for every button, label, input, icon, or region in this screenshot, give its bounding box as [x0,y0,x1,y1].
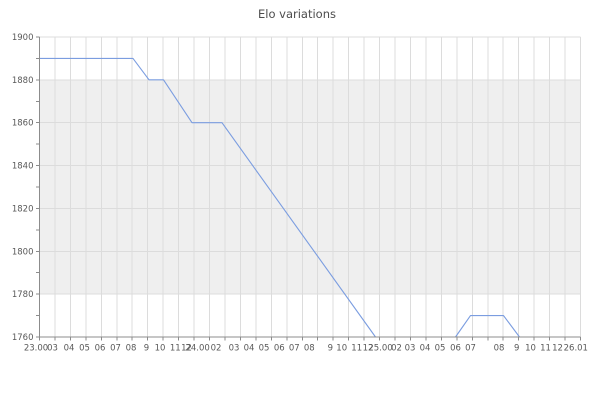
y-tick-label: 1820 [12,204,34,214]
x-tick-label: 03 [47,344,58,354]
y-tick-label: 1880 [12,76,34,86]
x-tick-label: 10 [336,344,347,354]
y-tick-label: 1760 [12,333,34,343]
x-tick-label: 12 [363,344,374,354]
band-1780-1880 [39,79,581,295]
x-tick-label: 02 [211,344,222,354]
x-tick-label: 9 [514,344,519,354]
series-line-elo [39,57,581,338]
x-tick-label: 07 [465,344,476,354]
x-tick-label: 12 [181,344,192,354]
x-tick-label: 03 [405,344,416,354]
y-tick-label: 1900 [12,33,34,43]
x-tick-label: 06 [450,344,461,354]
x-tick-label: 26.01 [564,344,588,354]
x-tick-label: 06 [274,344,285,354]
y-tick-label: 1800 [12,247,34,257]
x-tick-label: 08 [494,344,505,354]
x-tick-label: 08 [126,344,137,354]
x-tick-label: 07 [289,344,300,354]
x-tick-label: 03 [229,344,240,354]
x-tick-label: 9 [144,344,149,354]
x-tick-label: 04 [244,344,255,354]
x-tick-label: 23.00 [24,344,48,354]
x-tick-label: 25.00 [368,344,392,354]
x-tick-label: 04 [420,344,431,354]
x-tick-label: 10 [525,344,536,354]
x-tick-label: 11 [170,344,181,354]
y-tick-label: 1780 [12,290,34,300]
y-tick-label: 1840 [12,162,34,172]
x-tick-label: 10 [155,344,166,354]
y-tick-label: 1860 [12,119,34,129]
x-tick-label: 11 [351,344,362,354]
x-tick-label: 06 [95,344,106,354]
x-tick-label: 12 [552,344,563,354]
chart-title: Elo variations [258,7,336,21]
x-tick-label: 05 [259,344,270,354]
x-tick-label: 24.00 [185,344,209,354]
x-tick-label: 05 [79,344,90,354]
x-tick-label: 07 [110,344,121,354]
x-tick-label: 9 [328,344,333,354]
x-tick-label: 05 [435,344,446,354]
x-tick-label: 08 [304,344,315,354]
x-tick-label: 11 [540,344,551,354]
x-tick-label: 02 [391,344,402,354]
x-tick-label: 04 [64,344,75,354]
